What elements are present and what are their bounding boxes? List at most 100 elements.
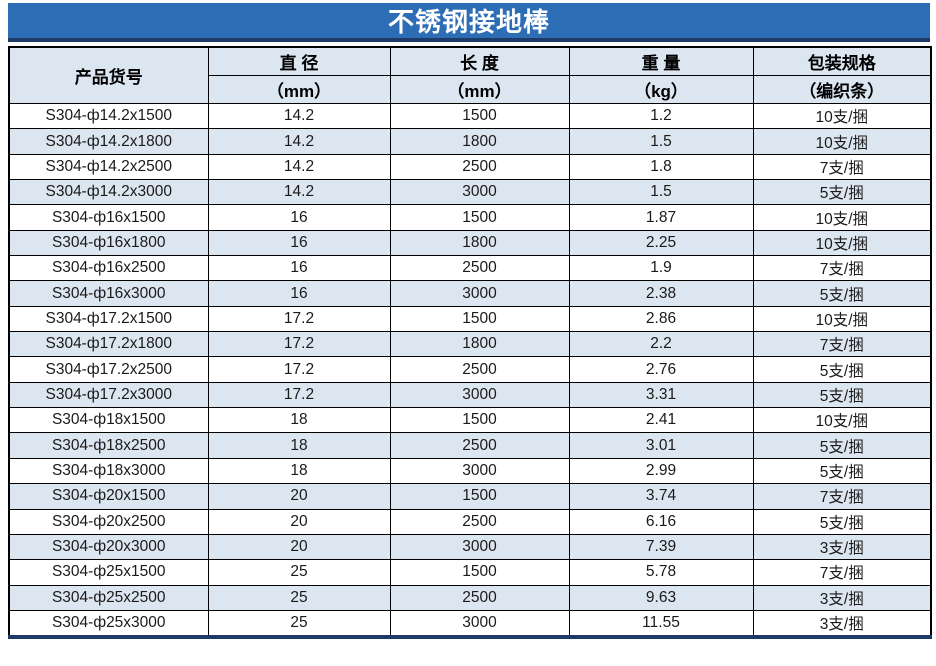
cell-diameter: 14.2 — [207, 128, 391, 155]
cell-product-code: S304-ф14.2x1500 — [8, 102, 209, 130]
cell-weight: 1.5 — [568, 128, 754, 155]
cell-diameter: 16 — [207, 280, 391, 307]
cell-length: 1500 — [389, 102, 570, 130]
cell-length: 3000 — [389, 609, 570, 638]
cell-length: 1500 — [389, 407, 570, 434]
cell-packing: 3支/捆 — [752, 584, 932, 611]
cell-diameter: 25 — [207, 559, 391, 586]
cell-length: 2500 — [389, 153, 570, 181]
cell-weight: 3.01 — [568, 432, 754, 459]
cell-diameter: 20 — [207, 533, 391, 561]
column-header-product-code: 产品货号 — [8, 46, 209, 104]
cell-diameter: 20 — [207, 483, 391, 510]
table-row: S304-ф17.2x3000 17.2 3000 3.31 5支/捆 — [8, 381, 932, 409]
cell-product-code: S304-ф16x3000 — [8, 280, 209, 307]
cell-packing: 5支/捆 — [752, 280, 932, 307]
cell-weight: 2.25 — [568, 229, 754, 257]
cell-product-code: S304-ф14.2x1800 — [8, 128, 209, 155]
cell-weight: 1.87 — [568, 204, 754, 231]
table-row: S304-ф16x3000 16 3000 2.38 5支/捆 — [8, 280, 932, 307]
table-row: S304-ф16x2500 16 2500 1.9 7支/捆 — [8, 255, 932, 282]
table-row: S304-ф17.2x1800 17.2 1800 2.2 7支/捆 — [8, 331, 932, 358]
cell-product-code: S304-ф25x3000 — [8, 609, 209, 638]
cell-packing: 10支/捆 — [752, 128, 932, 155]
cell-product-code: S304-ф14.2x3000 — [8, 179, 209, 206]
cell-weight: 2.76 — [568, 356, 754, 383]
cell-product-code: S304-ф16x1500 — [8, 204, 209, 231]
cell-diameter: 17.2 — [207, 305, 391, 333]
cell-product-code: S304-ф17.2x1500 — [8, 305, 209, 333]
cell-packing: 5支/捆 — [752, 508, 932, 535]
cell-length: 2500 — [389, 508, 570, 535]
cell-length: 1500 — [389, 204, 570, 231]
cell-packing: 3支/捆 — [752, 609, 932, 638]
cell-length: 2500 — [389, 584, 570, 611]
cell-weight: 1.8 — [568, 153, 754, 181]
column-header-length: 长 度 — [389, 46, 570, 76]
cell-diameter: 14.2 — [207, 102, 391, 130]
cell-diameter: 20 — [207, 508, 391, 535]
cell-weight: 6.16 — [568, 508, 754, 535]
cell-weight: 1.2 — [568, 102, 754, 130]
cell-weight: 2.2 — [568, 331, 754, 358]
cell-packing: 5支/捆 — [752, 356, 932, 383]
table-row: S304-ф20x1500 20 1500 3.74 7支/捆 — [8, 483, 932, 510]
cell-length: 1800 — [389, 331, 570, 358]
cell-diameter: 25 — [207, 609, 391, 638]
table-row: S304-ф20x2500 20 2500 6.16 5支/捆 — [8, 508, 932, 535]
cell-packing: 5支/捆 — [752, 381, 932, 409]
table-row: S304-ф16x1800 16 1800 2.25 10支/捆 — [8, 229, 932, 257]
cell-weight: 7.39 — [568, 533, 754, 561]
cell-length: 2500 — [389, 432, 570, 459]
cell-weight: 2.99 — [568, 457, 754, 485]
cell-diameter: 16 — [207, 229, 391, 257]
cell-diameter: 17.2 — [207, 381, 391, 409]
cell-product-code: S304-ф18x1500 — [8, 407, 209, 434]
cell-packing: 7支/捆 — [752, 559, 932, 586]
cell-packing: 10支/捆 — [752, 305, 932, 333]
cell-diameter: 18 — [207, 457, 391, 485]
cell-weight: 2.38 — [568, 280, 754, 307]
cell-diameter: 18 — [207, 432, 391, 459]
header-row-names: 产品货号 直 径 长 度 重 量 包装规格 — [8, 46, 932, 104]
table-row: S304-ф14.2x3000 14.2 3000 1.5 5支/捆 — [8, 179, 932, 206]
cell-product-code: S304-ф17.2x2500 — [8, 356, 209, 383]
product-spec-table: 产品货号 直 径 长 度 重 量 包装规格 （mm） （mm） （kg） （编织… — [8, 46, 932, 640]
cell-product-code: S304-ф18x3000 — [8, 457, 209, 485]
cell-length: 1800 — [389, 128, 570, 155]
cell-diameter: 17.2 — [207, 331, 391, 358]
cell-packing: 3支/捆 — [752, 533, 932, 561]
cell-weight: 1.5 — [568, 179, 754, 206]
cell-packing: 5支/捆 — [752, 432, 932, 459]
page-title: 不锈钢接地棒 — [387, 7, 550, 37]
cell-packing: 10支/捆 — [752, 229, 932, 257]
table-row: S304-ф25x2500 25 2500 9.63 3支/捆 — [8, 584, 932, 611]
cell-length: 1500 — [389, 305, 570, 333]
cell-packing: 7支/捆 — [752, 331, 932, 358]
cell-length: 3000 — [389, 381, 570, 409]
cell-weight: 5.78 — [568, 559, 754, 586]
cell-weight: 2.86 — [568, 305, 754, 333]
cell-weight: 3.74 — [568, 483, 754, 510]
cell-weight: 2.41 — [568, 407, 754, 434]
table-body: S304-ф14.2x1500 14.2 1500 1.2 10支/捆 S304-ф14.… — [8, 102, 932, 638]
table-row: S304-ф17.2x1500 17.2 1500 2.86 10支/捆 — [8, 305, 932, 333]
cell-product-code: S304-ф14.2x2500 — [8, 153, 209, 181]
sheet-title-bar: 不锈钢接地棒 — [8, 3, 930, 42]
cell-weight: 11.55 — [568, 609, 754, 638]
cell-packing: 10支/捆 — [752, 407, 932, 434]
cell-packing: 7支/捆 — [752, 255, 932, 282]
table-row: S304-ф17.2x2500 17.2 2500 2.76 5支/捆 — [8, 356, 932, 383]
cell-diameter: 18 — [207, 407, 391, 434]
cell-diameter: 14.2 — [207, 179, 391, 206]
cell-product-code: S304-ф20x3000 — [8, 533, 209, 561]
cell-packing: 7支/捆 — [752, 153, 932, 181]
column-unit-diameter: （mm） — [207, 75, 391, 104]
cell-length: 2500 — [389, 255, 570, 282]
cell-weight: 3.31 — [568, 381, 754, 409]
column-unit-weight: （kg） — [568, 75, 754, 104]
table-row: S304-ф14.2x1800 14.2 1800 1.5 10支/捆 — [8, 128, 932, 155]
table-row: S304-ф14.2x2500 14.2 2500 1.8 7支/捆 — [8, 153, 932, 181]
cell-packing: 7支/捆 — [752, 483, 932, 510]
cell-product-code: S304-ф25x2500 — [8, 584, 209, 611]
